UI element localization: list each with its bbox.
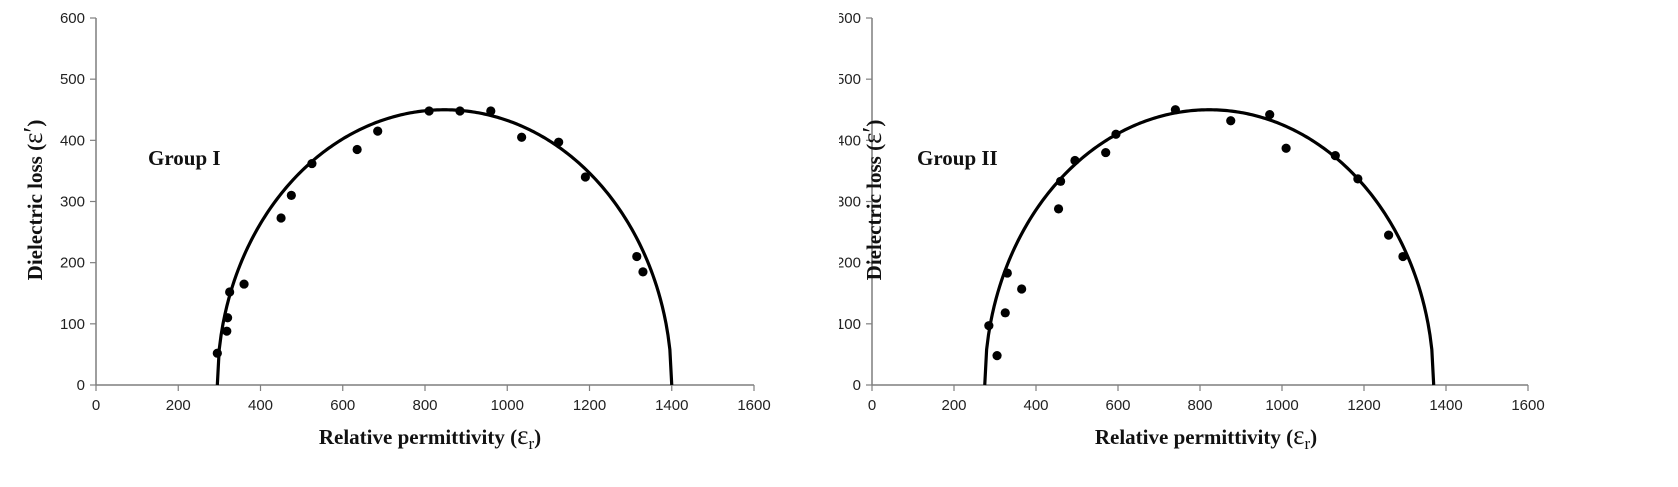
chart-1-x-axis-title: Relative permittivity (ɛr) [319, 420, 541, 453]
chart-2-data-point [1281, 143, 1291, 153]
chart-2-data-point [1353, 174, 1363, 184]
chart-2-data-point [1002, 268, 1012, 278]
chart-1-x-tick-label: 800 [412, 397, 437, 414]
chart-1-y-tick-label: 200 [60, 255, 85, 272]
chart-2-y-axis-title: Dielectric loss (ɛ′) [857, 120, 887, 281]
chart-1-y-tick-label: 400 [60, 132, 85, 149]
chart-2-x-axis-symbol: ɛ [1293, 420, 1304, 450]
chart-2-y-tick-label: 200 [839, 255, 861, 272]
chart-1-x-tick-label: 600 [330, 397, 355, 414]
chart-2-data-point [1101, 147, 1111, 158]
chart-2-x-tick-label: 1000 [1265, 397, 1298, 414]
chart-1-data-point [276, 213, 286, 223]
chart-1-data-point [223, 313, 233, 323]
chart-2-y-tick-label: 600 [839, 10, 861, 27]
chart-group-1-svg: 0 200 400 600 800 1000 1200 1400 1600 0 100 200 300 4… [18, 10, 771, 453]
chart-2-y-tick-label: 300 [839, 194, 861, 211]
chart-1-data-point [222, 326, 232, 336]
chart-2-fit-curve [983, 108, 1436, 386]
chart-2-y-tick-label: 500 [839, 71, 861, 88]
chart-1-data-point [352, 144, 362, 155]
chart-1-x-tick-label: 0 [92, 397, 100, 414]
chart-1-group-label: Group I [148, 146, 221, 170]
chart-2-data-point [1265, 110, 1275, 120]
chart-2-data-point [1330, 151, 1340, 161]
chart-group-2: 0 200 400 600 800 1000 1200 1400 1600 0 100 200 300 4… [839, 0, 1678, 487]
chart-1-data-point [212, 348, 222, 358]
chart-1-x-axis-title-text: Relative permittivity ( [319, 425, 517, 449]
chart-2-y-axis-symbol: ɛ′ [857, 127, 887, 144]
chart-1-y-tick-label: 600 [60, 10, 85, 27]
chart-1-data-point [373, 126, 383, 136]
chart-1-x-axis-symbol: ɛ [517, 420, 528, 450]
chart-1-data-point [632, 251, 642, 262]
chart-1-y-tick-label: 100 [60, 316, 85, 333]
chart-1-data-point [286, 190, 296, 200]
chart-2-data-point [1398, 251, 1408, 262]
chart-1-fit-curve [215, 108, 674, 386]
chart-2-y-axis-title-text: Dielectric loss ( [862, 144, 886, 280]
chart-2-data-point [1111, 129, 1121, 139]
chart-1-data-point [517, 132, 527, 142]
chart-1-data-point [424, 106, 434, 116]
chart-2-x-tick-label: 1200 [1347, 397, 1380, 414]
chart-1-data-point [486, 106, 496, 116]
chart-1-data-point [239, 279, 249, 289]
chart-1-x-tick-label: 200 [166, 397, 191, 414]
chart-1-data-point [580, 172, 590, 182]
chart-2-y-axis-title-close: ) [862, 120, 886, 127]
chart-1-y-tick-label: 500 [60, 71, 85, 88]
chart-group-2-svg: 0 200 400 600 800 1000 1200 1400 1600 0 100 200 300 4… [839, 10, 1545, 453]
chart-1-x-tick-label: 1600 [737, 397, 770, 414]
chart-2-data-point [992, 351, 1002, 361]
chart-2-x-axis-subscript: r [1304, 434, 1310, 453]
chart-1-y-tick-label: 300 [60, 194, 85, 211]
chart-2-x-tick-label: 600 [1105, 397, 1130, 414]
chart-1-y-axis-symbol: ɛ′ [18, 127, 48, 144]
chart-1-y-tick-label: 0 [77, 377, 85, 394]
chart-1-data-point [455, 106, 465, 116]
chart-2-data-point [1017, 284, 1027, 294]
chart-1-x-tick-label: 1000 [491, 397, 524, 414]
chart-1-x-tick-label: 1400 [655, 397, 688, 414]
chart-1-y-axis-title-text: Dielectric loss ( [23, 144, 47, 280]
chart-1-x-tick-label: 1200 [573, 397, 606, 414]
chart-2-y-tick-label: 100 [839, 316, 861, 333]
chart-2-group-label: Group II [917, 146, 998, 170]
chart-1-data-point [554, 137, 564, 147]
chart-2-x-axis-title: Relative permittivity (ɛr) [1095, 420, 1317, 453]
chart-2-data-point [1384, 230, 1394, 240]
chart-2-data-point [1170, 105, 1180, 115]
chart-2-x-axis-title-close: ) [1310, 425, 1317, 449]
chart-2-x-tick-label: 1400 [1429, 397, 1462, 414]
chart-2-data-point [1070, 155, 1080, 166]
chart-2-data-point [1000, 308, 1010, 318]
chart-2-data-point [1056, 176, 1066, 186]
chart-2-x-tick-label: 1600 [1511, 397, 1544, 414]
chart-1-y-axis-title-close: ) [23, 120, 47, 127]
chart-1-x-axis-title-close: ) [534, 425, 541, 449]
chart-1-data-point [307, 158, 317, 169]
chart-2-data-point [984, 321, 994, 331]
chart-2-x-axis-title-text: Relative permittivity ( [1095, 425, 1293, 449]
chart-1-data-point [638, 267, 648, 277]
chart-2-x-tick-label: 400 [1023, 397, 1048, 414]
chart-2-data-point [1053, 204, 1064, 214]
chart-1-x-axis-subscript: r [528, 434, 534, 453]
chart-1-y-axis-title: Dielectric loss (ɛ′) [18, 120, 48, 281]
chart-2-x-tick-label: 0 [868, 397, 876, 414]
chart-2-y-tick-label: 0 [853, 377, 861, 394]
chart-2-x-tick-label: 200 [941, 397, 966, 414]
chart-1-x-tick-label: 400 [248, 397, 273, 414]
chart-1-data-point [225, 287, 235, 297]
chart-group-1: 0 200 400 600 800 1000 1200 1400 1600 0 100 200 300 4… [18, 10, 771, 453]
chart-2-x-tick-label: 800 [1187, 397, 1212, 414]
chart-2-y-tick-label: 400 [839, 132, 861, 149]
chart-2-data-point [1226, 116, 1236, 126]
